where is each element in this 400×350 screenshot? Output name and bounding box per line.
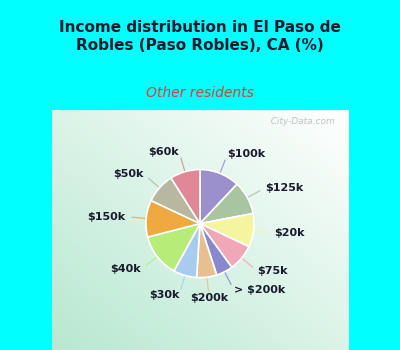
Wedge shape [200,214,254,247]
Wedge shape [200,224,232,275]
Wedge shape [171,169,200,224]
Text: $40k: $40k [110,264,141,274]
Text: $60k: $60k [148,147,179,157]
Wedge shape [200,169,237,224]
Wedge shape [148,224,200,271]
Text: $150k: $150k [88,211,126,222]
Wedge shape [197,224,217,278]
Text: $50k: $50k [114,169,144,179]
Text: > $200k: > $200k [234,285,285,295]
Text: Income distribution in El Paso de
Robles (Paso Robles), CA (%): Income distribution in El Paso de Robles… [59,20,341,54]
Wedge shape [146,201,200,237]
Text: $75k: $75k [258,266,288,276]
Text: $200k: $200k [190,293,228,303]
Wedge shape [174,224,200,278]
Text: $30k: $30k [149,290,179,300]
Text: Other residents: Other residents [146,86,254,100]
Wedge shape [151,178,200,224]
Wedge shape [200,184,253,224]
Text: $100k: $100k [228,149,266,159]
Text: $20k: $20k [274,228,304,238]
Text: City-Data.com: City-Data.com [265,117,335,126]
Wedge shape [200,224,249,267]
Text: $125k: $125k [265,183,304,193]
